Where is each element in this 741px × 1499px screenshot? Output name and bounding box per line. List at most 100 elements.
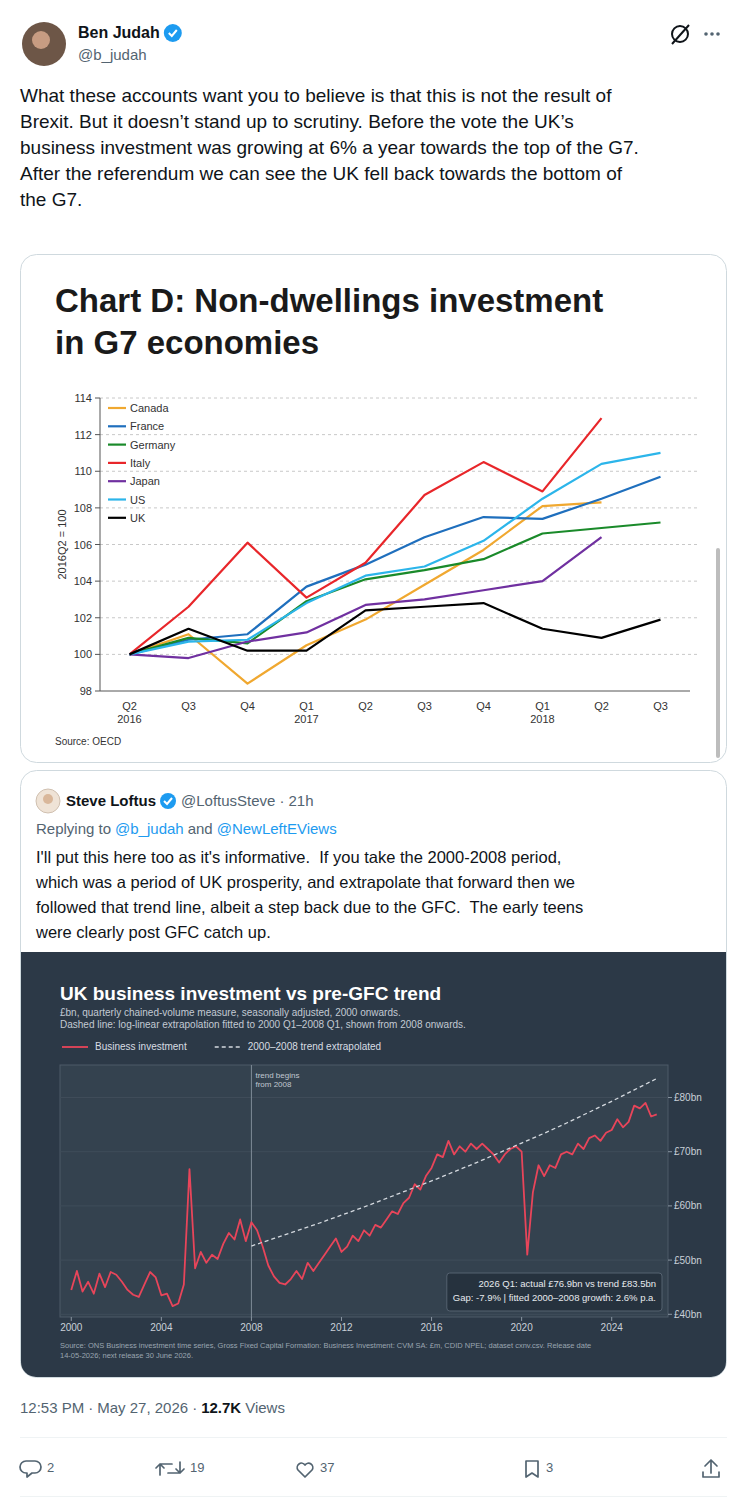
- grok-slash: [672, 25, 689, 44]
- tick-mark: [95, 471, 100, 472]
- legend-label: Business investment: [95, 1041, 187, 1052]
- quote-text: I'll put this here too as it's informati…: [36, 848, 561, 866]
- grid-line: [60, 1151, 668, 1152]
- grid-line: [100, 471, 698, 472]
- tweet-text: Brexit. But it doesn’t stand up to scrut…: [20, 111, 574, 132]
- note-text: Gap: -7.9% | fitted 2000–2008 growth: 2.…: [453, 1292, 656, 1303]
- series-line: [130, 477, 661, 655]
- badge-circle: [164, 24, 182, 42]
- chart-subtitle: Dashed line: log-linear extrapolation fi…: [60, 1019, 466, 1030]
- legend-swatch: [108, 517, 126, 519]
- separator: ·: [88, 1399, 93, 1416]
- separator: ·: [279, 792, 284, 809]
- bookmark-count: 3: [546, 1460, 553, 1475]
- badge-check: [169, 30, 177, 36]
- repost-count: 19: [190, 1460, 204, 1475]
- scrollbar: [716, 548, 720, 758]
- quote-card[interactable]: [21, 771, 727, 1378]
- repost-button[interactable]: [156, 1462, 184, 1475]
- like-button[interactable]: [297, 1463, 313, 1477]
- legend-swatch: [62, 1046, 88, 1048]
- verified-badge: [160, 793, 176, 809]
- avatar: [22, 22, 66, 66]
- tick-mark: [611, 1317, 612, 1321]
- tick-mark: [161, 1317, 162, 1321]
- legend-swatch: [108, 462, 126, 464]
- x-tick-line: Q4: [476, 700, 491, 712]
- x-tick-line: Q1: [535, 700, 550, 712]
- tweet-text: What these accounts want you to believe …: [20, 85, 612, 106]
- x-tick-label: Q4: [240, 700, 255, 712]
- tick-mark: [251, 1317, 252, 1321]
- x-tick-line: 2018: [530, 713, 554, 725]
- tick-mark: [668, 1205, 672, 1206]
- grid-line: [100, 654, 698, 655]
- reply-button[interactable]: [20, 1461, 41, 1477]
- x-tick-label: 2012: [330, 1322, 353, 1333]
- divider: [20, 1496, 727, 1497]
- x-tick-line: Q3: [417, 700, 432, 712]
- legend-label: Japan: [130, 475, 160, 487]
- series-line: [251, 1079, 656, 1246]
- x-tick-line: Q3: [181, 700, 196, 712]
- grid-line: [100, 507, 698, 508]
- x-tick-label: Q3: [653, 700, 668, 712]
- quote-avatar-face: [43, 794, 53, 804]
- grid-line: [100, 544, 698, 545]
- tick-mark: [431, 1317, 432, 1321]
- y-tick-label: £80bn: [674, 1092, 702, 1103]
- x-tick-label: 2024: [601, 1322, 624, 1333]
- grok-icon[interactable]: [672, 25, 689, 44]
- legend-swatch: [108, 498, 126, 500]
- x-tick-label: Q3: [181, 700, 196, 712]
- x-tick-line: Q4: [240, 700, 255, 712]
- more-menu[interactable]: [704, 32, 720, 36]
- grid-line: [60, 1260, 668, 1261]
- quote-text: followed that trend line, albeit a step …: [36, 898, 583, 916]
- y-axis-title: 2016Q2 = 100: [56, 509, 68, 579]
- y-tick-label: 114: [74, 392, 92, 404]
- grid-line: [60, 1097, 668, 1098]
- y-tick-label: 108: [74, 502, 92, 514]
- grid-line: [100, 434, 698, 435]
- source: Source: ONS Business investment time ser…: [60, 1341, 591, 1350]
- series-line: [130, 523, 661, 655]
- author-name: Ben Judah: [78, 24, 160, 41]
- tick-mark: [668, 1260, 672, 1261]
- note-box: 2026 Q1: actual £76.9bn vs trend £83.5bn…: [447, 1273, 662, 1311]
- x-tick-label: 2016: [420, 1322, 443, 1333]
- plot-lines: [71, 1079, 656, 1307]
- mention[interactable]: @NewLeftEViews: [217, 820, 337, 837]
- legend-swatch: [108, 444, 126, 446]
- tick-mark: [71, 1317, 72, 1321]
- share-button[interactable]: [703, 1460, 719, 1477]
- x-tick-label: Q12018: [530, 700, 554, 725]
- chart-title: Chart D: Non-dwellings investmentin G7 e…: [55, 282, 603, 361]
- time: 12:53 PM: [20, 1399, 84, 1416]
- x-tick-label: 2020: [511, 1322, 534, 1333]
- x-tick-label: Q2: [594, 700, 609, 712]
- tick-mark: [95, 398, 100, 399]
- author-handle: @b_judah: [78, 46, 147, 63]
- series-line: [130, 418, 602, 654]
- vline-label: from 2008: [255, 1080, 292, 1089]
- chart-image: [21, 952, 726, 1377]
- tick-mark: [95, 507, 100, 508]
- mention[interactable]: @b_judah: [115, 820, 184, 837]
- bookmark-button[interactable]: [526, 1461, 538, 1477]
- y-tick-label: 110: [74, 465, 92, 477]
- tick-mark: [668, 1151, 672, 1152]
- y-axis: [100, 398, 101, 691]
- dot: [716, 32, 720, 36]
- x-tick-label: Q22016: [117, 700, 141, 725]
- tick-mark: [95, 544, 100, 545]
- y-tick-label: £70bn: [674, 1146, 702, 1157]
- series-line: [130, 537, 602, 658]
- y-tick-label: 102: [74, 612, 92, 624]
- views-count: 12.7K: [201, 1399, 241, 1416]
- page: Ben Judah @b_judah What these accounts wan…: [0, 0, 741, 1499]
- y-tick-label: 100: [74, 648, 92, 660]
- like-count: 37: [320, 1460, 334, 1475]
- note-box-frame: [447, 1273, 662, 1311]
- legend-label: UK: [130, 512, 146, 524]
